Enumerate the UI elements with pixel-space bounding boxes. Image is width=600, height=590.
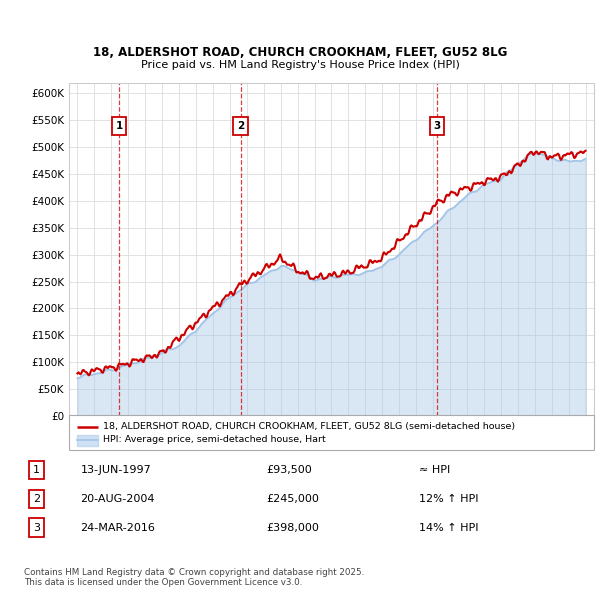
Text: Contains HM Land Registry data © Crown copyright and database right 2025.
This d: Contains HM Land Registry data © Crown c… <box>24 568 364 587</box>
Text: 13-JUN-1997: 13-JUN-1997 <box>80 465 151 475</box>
Text: £245,000: £245,000 <box>266 494 319 504</box>
Text: 3: 3 <box>33 523 40 533</box>
Text: £398,000: £398,000 <box>266 523 319 533</box>
Text: 1: 1 <box>33 465 40 475</box>
FancyBboxPatch shape <box>69 415 594 450</box>
Text: Price paid vs. HM Land Registry's House Price Index (HPI): Price paid vs. HM Land Registry's House … <box>140 60 460 70</box>
Text: 2: 2 <box>237 121 244 131</box>
Text: ≈ HPI: ≈ HPI <box>419 465 450 475</box>
Text: £93,500: £93,500 <box>266 465 312 475</box>
Text: 1: 1 <box>115 121 122 131</box>
Text: 20-AUG-2004: 20-AUG-2004 <box>80 494 155 504</box>
Text: 3: 3 <box>433 121 440 131</box>
Text: 24-MAR-2016: 24-MAR-2016 <box>80 523 155 533</box>
Text: HPI: Average price, semi-detached house, Hart: HPI: Average price, semi-detached house,… <box>103 435 326 444</box>
Text: 18, ALDERSHOT ROAD, CHURCH CROOKHAM, FLEET, GU52 8LG (semi-detached house): 18, ALDERSHOT ROAD, CHURCH CROOKHAM, FLE… <box>103 422 515 431</box>
Text: 2: 2 <box>33 494 40 504</box>
Text: 14% ↑ HPI: 14% ↑ HPI <box>419 523 478 533</box>
Text: 12% ↑ HPI: 12% ↑ HPI <box>419 494 478 504</box>
Text: 18, ALDERSHOT ROAD, CHURCH CROOKHAM, FLEET, GU52 8LG: 18, ALDERSHOT ROAD, CHURCH CROOKHAM, FLE… <box>93 46 507 59</box>
